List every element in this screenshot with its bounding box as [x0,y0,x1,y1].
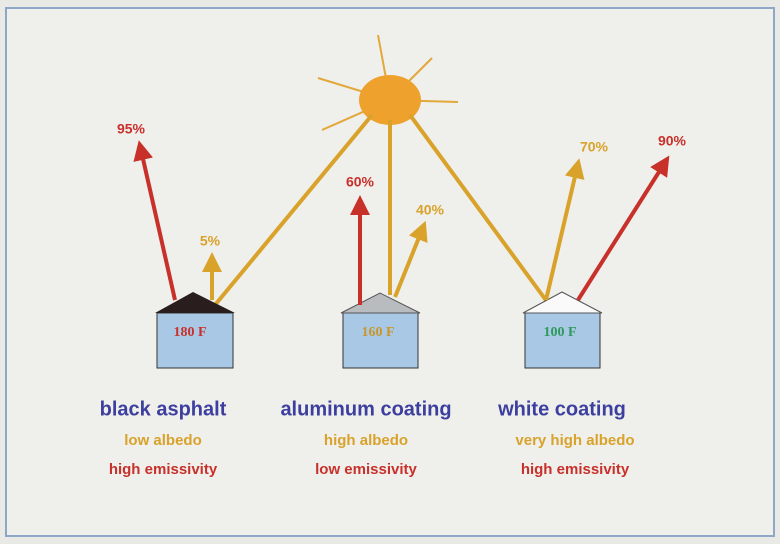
temperature: 180 F [173,325,206,340]
reflected-label: 40% [416,202,445,218]
emitted-label: 60% [346,174,375,190]
emissivity: low emissivity [315,461,417,478]
reflected-label: 70% [580,139,609,155]
emissivity: high emissivity [109,461,218,478]
albedo: very high albedo [515,432,634,449]
emitted-label: 90% [658,133,687,149]
albedo: high albedo [324,432,408,449]
material-name: aluminum coating [280,398,451,420]
reflected-label: 5% [200,233,221,249]
emitted-label: 95% [117,121,146,137]
temperature: 160 F [361,325,394,340]
houses [155,291,603,369]
material-name: black asphalt [100,398,227,420]
sun [317,34,459,131]
emissivity: high emissivity [521,461,630,478]
sun-rays [213,113,550,307]
arrows [133,140,670,305]
albedo: low albedo [124,432,202,449]
material-name: white coating [497,398,626,420]
temperature: 100 F [543,325,576,340]
